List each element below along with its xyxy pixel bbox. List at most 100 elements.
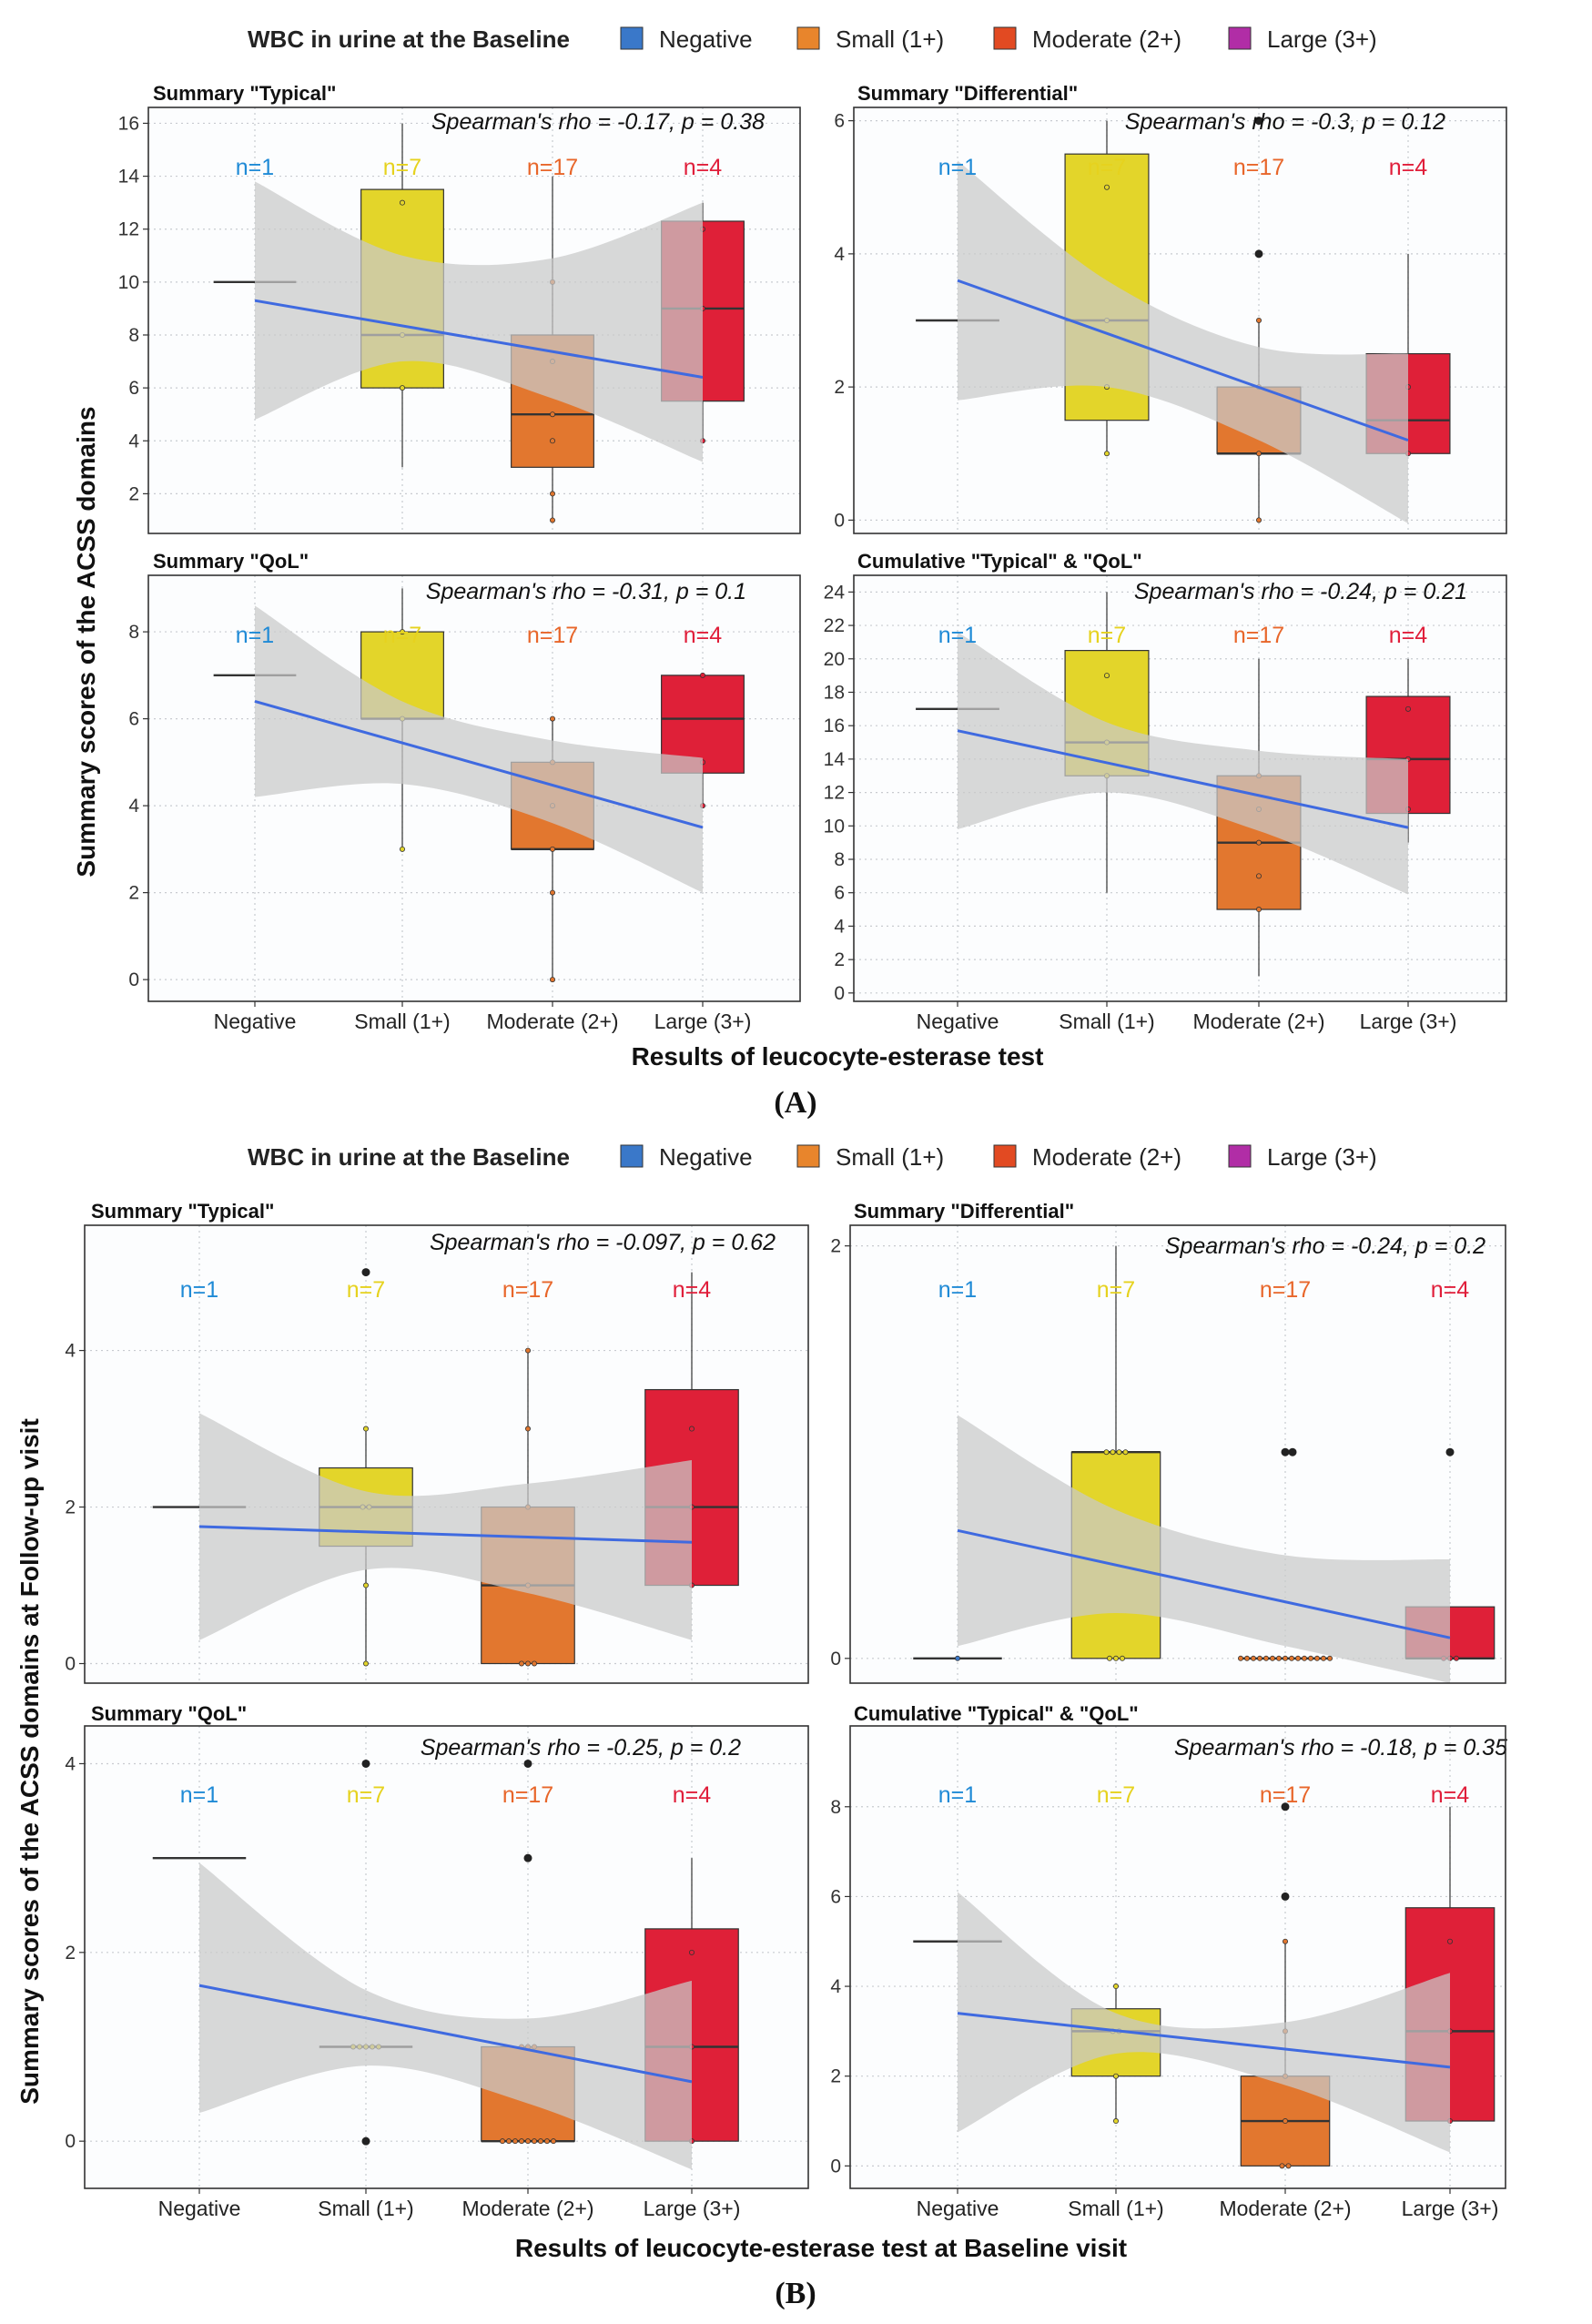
data-point (1314, 1655, 1321, 1661)
regression-line (957, 1528, 1451, 1639)
data-point (550, 889, 556, 896)
data-point (512, 2138, 519, 2145)
y-tick-label: 2 (128, 883, 139, 904)
n-label: n=17 (1260, 1782, 1311, 1808)
y-tick-label: 18 (824, 682, 845, 703)
y-tick-label: 2 (128, 483, 139, 504)
spearman-annotation: Spearman's rho = -0.17, p = 0.38 (431, 109, 765, 135)
n-label: n=17 (502, 1782, 553, 1808)
confidence-band (958, 1892, 1450, 2153)
chart-a-3: Cumulative "Typical" & "QoL"024681012141… (824, 550, 1507, 1033)
data-point (544, 2138, 551, 2145)
data-point (1256, 517, 1262, 523)
n-label: n=17 (1260, 1277, 1311, 1303)
subplot-title: Summary "Typical" (91, 1200, 274, 1223)
data-point (550, 411, 556, 418)
n-label: n=17 (1233, 155, 1284, 180)
x-tick-label: Small (1+) (318, 2197, 413, 2220)
y-tick-label: 14 (824, 749, 846, 770)
y-tick-label: 8 (128, 325, 139, 346)
legend-label-moderate: Moderate (2+) (1032, 1143, 1181, 1171)
y-tick-label: 2 (830, 2066, 841, 2087)
legend-title: WBC in urine at the Baseline (248, 1143, 570, 1171)
y-tick-label: 4 (65, 1341, 76, 1362)
data-point (1327, 1655, 1333, 1661)
n-label: n=1 (236, 155, 274, 180)
outlier-point (1445, 1447, 1455, 1456)
spearman-annotation: Spearman's rho = -0.3, p = 0.12 (1125, 109, 1445, 135)
data-point (538, 2138, 544, 2145)
confidence-band (958, 632, 1408, 895)
y-tick-label: 4 (834, 916, 845, 937)
data-point (1104, 451, 1110, 457)
data-point (550, 517, 556, 523)
data-point (551, 2138, 557, 2145)
plot-frame (853, 107, 1507, 534)
chart-a-0: Summary "Typical" 2 4 6 8 10 12 14 16 n=1 n=7 n=17 n… (118, 82, 801, 534)
n-label: n=4 (1431, 1277, 1470, 1303)
y-axis-title-a: Summary scores of the ACSS domains (72, 406, 100, 877)
legend-swatch-large (1228, 1144, 1252, 1168)
data-point (550, 977, 556, 983)
n-label: n=1 (938, 1277, 977, 1303)
n-label: n=7 (1088, 623, 1126, 648)
outlier-point (1254, 249, 1263, 259)
data-point (1103, 1449, 1110, 1456)
legend-label-moderate: Moderate (2+) (1032, 25, 1181, 53)
data-point (399, 199, 405, 206)
data-point (1256, 907, 1262, 913)
n-label: n=1 (180, 1277, 218, 1303)
data-point (1295, 1655, 1302, 1661)
data-point (399, 629, 405, 635)
x-tick-label: Small (1+) (1059, 1010, 1154, 1033)
data-point (1116, 1449, 1122, 1456)
data-point (1256, 451, 1262, 457)
spearman-annotation: Spearman's rho = -0.25, p = 0.2 (421, 1735, 741, 1761)
plot-frame (147, 574, 801, 1002)
data-point (532, 1660, 538, 1667)
y-tick-label: 0 (834, 510, 845, 531)
data-point (399, 385, 405, 391)
n-label: n=1 (180, 1782, 218, 1808)
subplot-title: Summary "Differential" (854, 1200, 1074, 1223)
data-point (1110, 1449, 1116, 1456)
outlier-point (361, 1268, 370, 1277)
data-point (500, 2138, 506, 2145)
outlier-point (523, 1759, 532, 1768)
data-point (550, 846, 556, 852)
n-label: n=7 (1088, 155, 1126, 180)
spearman-annotation: Spearman's rho = -0.097, p = 0.62 (430, 1230, 776, 1255)
outlier-point (361, 1759, 370, 1768)
n-label: n=7 (1097, 1782, 1135, 1808)
n-label: n=7 (383, 155, 421, 180)
y-tick-label: 12 (118, 219, 139, 240)
outlier-point (1254, 117, 1263, 126)
n-label: n=17 (502, 1277, 553, 1303)
data-point (1256, 873, 1262, 879)
n-label: n=4 (673, 1277, 712, 1303)
confidence-band (199, 1413, 692, 1640)
confidence-band (255, 605, 703, 893)
plot-frame (147, 107, 801, 534)
y-tick-label: 6 (128, 709, 139, 730)
x-tick-label: Moderate (2+) (1219, 2197, 1351, 2220)
data-point (1283, 1655, 1289, 1661)
y-tick-label: 0 (65, 1654, 76, 1675)
legend-swatch-negative (620, 26, 644, 50)
data-point (1256, 839, 1262, 846)
data-point (1113, 1655, 1120, 1661)
y-tick-label: 2 (834, 949, 845, 970)
data-point (1113, 2073, 1120, 2079)
x-tick-label: Large (3+) (654, 1010, 752, 1033)
data-point (1104, 673, 1110, 679)
y-tick-label: 10 (824, 816, 845, 837)
y-tick-label: 6 (834, 883, 845, 904)
chart-b-5: Summary "Differential" 0 2 n=1 n=7 n=17 n=4 Spe… (830, 1200, 1506, 1684)
regression-line (957, 729, 1409, 829)
n-label: n=4 (1389, 623, 1428, 648)
x-tick-label: Small (1+) (1068, 2197, 1163, 2220)
data-point (1285, 2163, 1292, 2169)
legend-swatch-small (796, 1144, 820, 1168)
data-point (525, 2138, 532, 2145)
x-tick-label: Negative (214, 1010, 297, 1033)
